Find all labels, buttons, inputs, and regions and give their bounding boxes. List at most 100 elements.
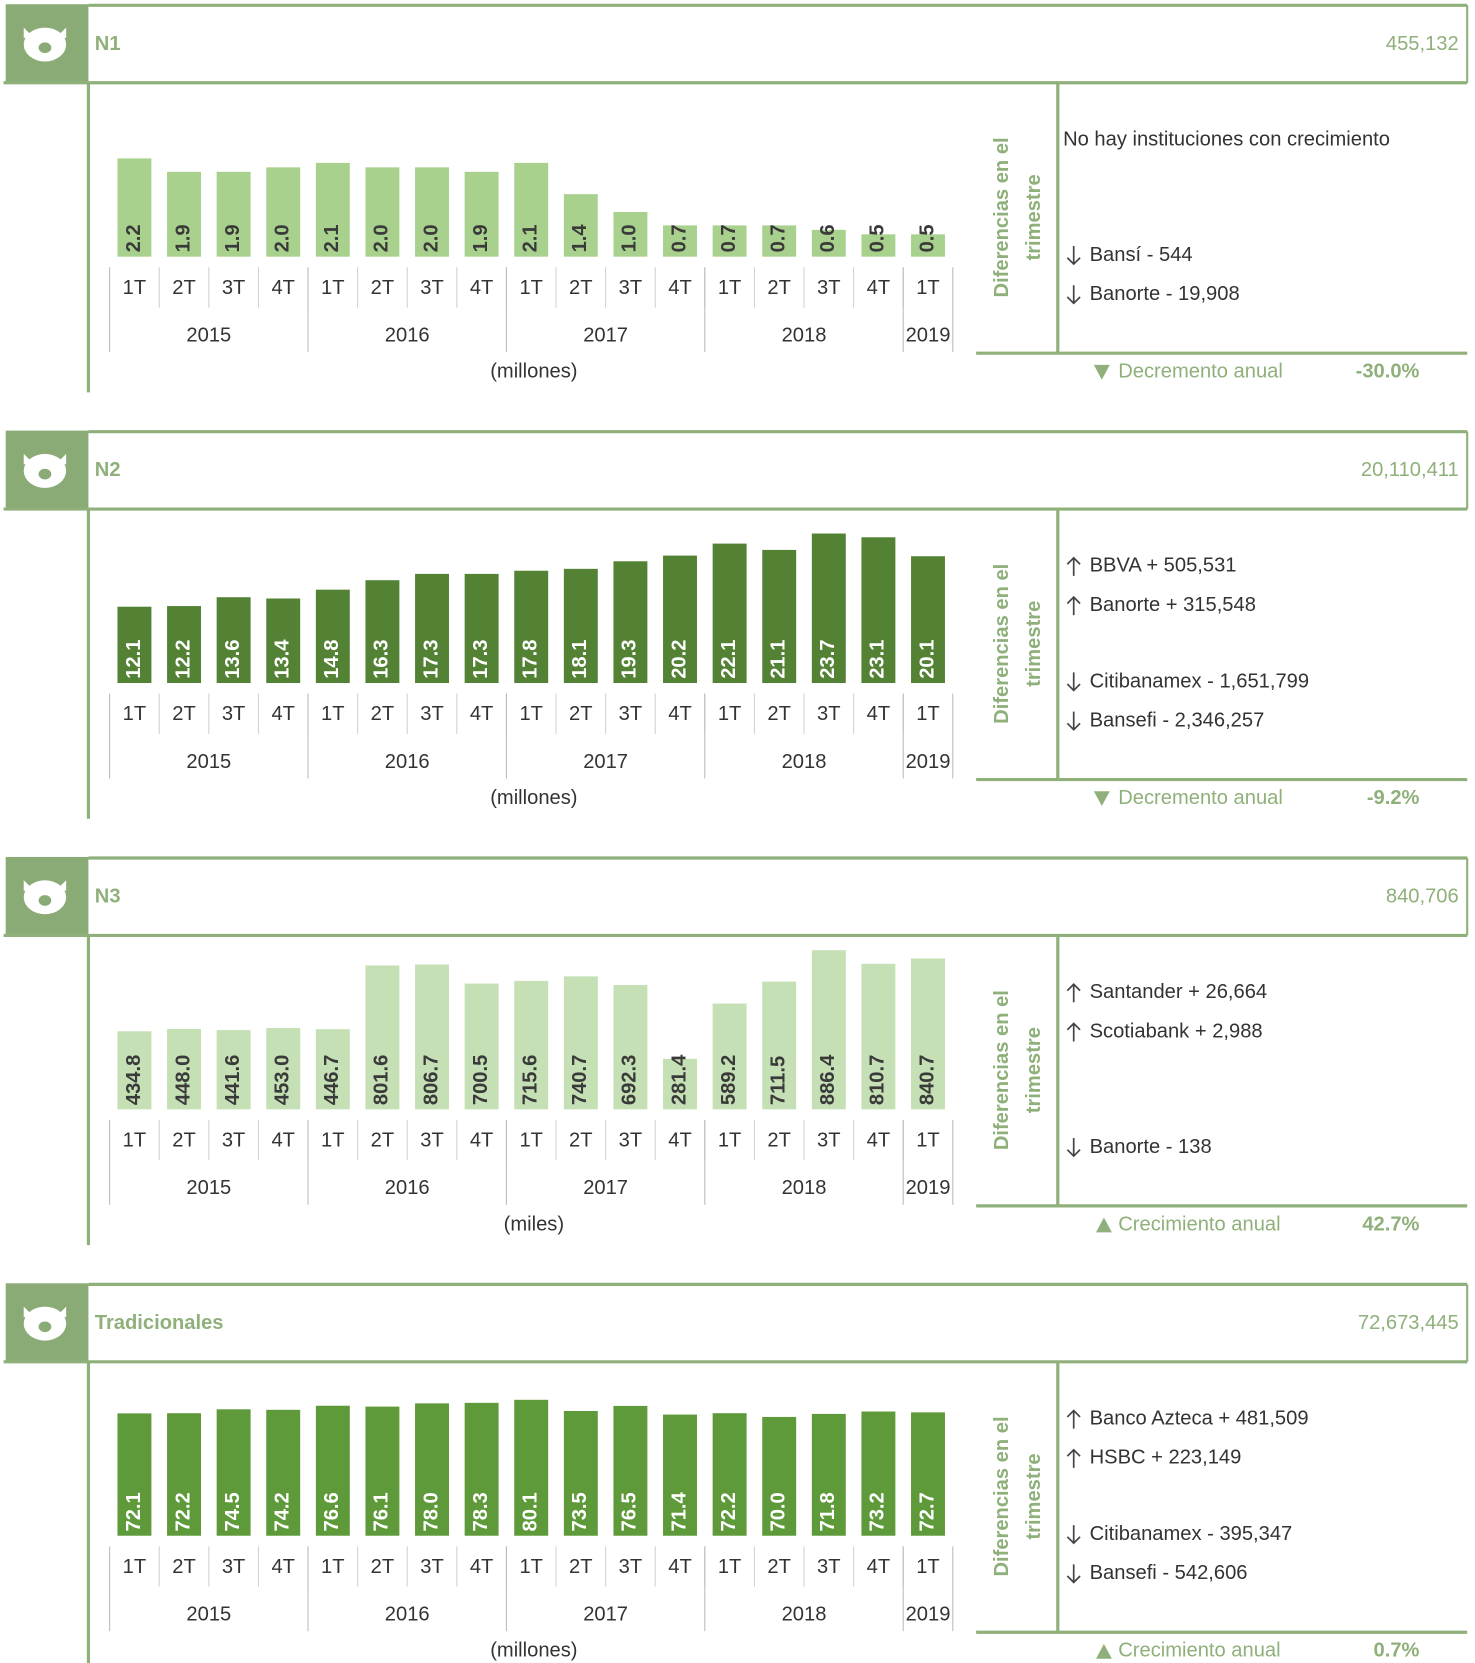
- panel: N3 840,706 434.8 1T 448.0 2T 441.6 3T 453.0 4T 446…: [3, 856, 1469, 1246]
- bar: [514, 162, 549, 257]
- x-tick-label: 2T: [569, 277, 593, 299]
- bar: [811, 950, 846, 1110]
- change-arrow: [1066, 1409, 1081, 1429]
- x-tick-label: 2T: [569, 1130, 593, 1152]
- change-arrow: [1066, 1448, 1081, 1468]
- year-label: 2019: [906, 751, 951, 773]
- bar: [861, 1411, 896, 1536]
- bar: [464, 573, 499, 684]
- bar: [167, 171, 201, 257]
- bar: [266, 167, 301, 257]
- change-arrow: [1066, 595, 1081, 616]
- x-tick-label: 3T: [619, 703, 643, 725]
- bar-value-label: 1.9: [172, 224, 194, 252]
- change-item: Bansefi - 2,346,257: [1090, 710, 1265, 732]
- year-label: 2016: [385, 1177, 430, 1199]
- bar: [415, 573, 449, 684]
- x-tick-label: 3T: [420, 277, 444, 299]
- x-tick-label: 1T: [123, 1130, 147, 1152]
- bar: [712, 225, 747, 257]
- bar: [712, 1413, 747, 1536]
- bar: [266, 598, 301, 684]
- bar-value-label: 2.1: [321, 224, 343, 252]
- bar-value-label: 70.0: [768, 1492, 790, 1531]
- side-label: Diferencias en el: [991, 564, 1013, 724]
- bar-value-label: 18.1: [569, 640, 591, 679]
- year-label: 2016: [385, 325, 430, 347]
- bar-value-label: 72.2: [718, 1492, 740, 1531]
- bar-value-label: 2.2: [123, 224, 145, 252]
- annual-value: 0.7%: [1374, 1640, 1420, 1662]
- bar-value-label: 0.7: [668, 224, 690, 252]
- x-tick-label: 4T: [470, 1556, 494, 1578]
- bar: [563, 568, 598, 684]
- bar: [911, 958, 945, 1110]
- bar-value-label: 13.6: [222, 640, 244, 679]
- bar-value-label: 14.8: [321, 640, 343, 679]
- bar: [811, 533, 846, 684]
- x-tick-label: 4T: [271, 703, 295, 725]
- change-item: Banorte + 315,548: [1090, 594, 1256, 616]
- bar: [861, 537, 896, 684]
- change-item: Citibanamex - 395,347: [1090, 1523, 1293, 1545]
- x-tick-label: 3T: [817, 1556, 841, 1578]
- annual-triangle: [1095, 1217, 1112, 1233]
- panel: N1 455,132 2.2 1T 1.9 2T 1.9 3T 2.0 4T 2.1 1T 2.0 2T 2…: [3, 3, 1469, 393]
- panel: Tradicionales 72,673,445 72.1 1T 72.2 2T 74.5 3…: [3, 1282, 1469, 1663]
- bar: [563, 194, 598, 257]
- x-tick-label: 1T: [519, 1556, 543, 1578]
- bar-value-label: 74.5: [222, 1492, 244, 1531]
- x-tick-label: 4T: [470, 703, 494, 725]
- bar: [365, 965, 400, 1110]
- bar-value-label: 73.5: [569, 1492, 591, 1531]
- x-tick-label: 1T: [916, 1130, 940, 1152]
- bar: [315, 1405, 350, 1536]
- x-tick-label: 2T: [767, 1130, 791, 1152]
- x-tick-label: 2T: [569, 1556, 593, 1578]
- bar: [365, 580, 400, 684]
- bar: [762, 1416, 797, 1536]
- x-tick-label: 3T: [420, 1130, 444, 1152]
- annual-value: -9.2%: [1367, 787, 1420, 809]
- change-arrow: [1066, 246, 1081, 266]
- bar-value-label: 23.7: [817, 640, 839, 679]
- change-arrow: [1066, 285, 1081, 305]
- bar: [315, 589, 350, 684]
- x-tick-label: 1T: [718, 277, 742, 299]
- pig-icon: [23, 1306, 67, 1341]
- change-item: Bansí - 544: [1090, 244, 1193, 266]
- x-tick-label: 2T: [172, 1130, 196, 1152]
- bar-value-label: 801.6: [371, 1055, 393, 1105]
- bar-value-label: 72.7: [916, 1492, 938, 1531]
- x-tick-label: 1T: [519, 277, 543, 299]
- bar-value-label: 20.2: [668, 640, 690, 679]
- year-label: 2019: [906, 1604, 951, 1626]
- side-label: Diferencias en el: [991, 990, 1013, 1150]
- x-tick-label: 4T: [668, 1556, 692, 1578]
- side-label: trimestre: [1023, 1453, 1045, 1539]
- year-label: 2017: [583, 325, 628, 347]
- year-label: 2018: [782, 1604, 827, 1626]
- x-tick-label: 4T: [867, 1556, 891, 1578]
- bar-value-label: 74.2: [272, 1492, 294, 1531]
- bar-value-label: 1.0: [619, 224, 641, 252]
- x-tick-label: 1T: [321, 703, 345, 725]
- change-item: Banco Azteca + 481,509: [1090, 1407, 1309, 1429]
- bar-value-label: 13.4: [272, 639, 294, 679]
- x-tick-label: 1T: [519, 1130, 543, 1152]
- bar: [811, 229, 846, 257]
- bar: [762, 225, 797, 257]
- bar-value-label: 23.1: [867, 640, 889, 679]
- bar: [266, 1409, 301, 1536]
- x-tick-label: 4T: [867, 277, 891, 299]
- bar-value-label: 446.7: [321, 1055, 343, 1105]
- x-tick-label: 1T: [916, 1556, 940, 1578]
- bar-value-label: 441.6: [222, 1055, 244, 1105]
- x-tick-label: 4T: [867, 1130, 891, 1152]
- x-tick-label: 1T: [123, 1556, 147, 1578]
- x-tick-label: 4T: [470, 1130, 494, 1152]
- panel-title: N3: [95, 886, 121, 908]
- annual-triangle: [1093, 791, 1110, 807]
- bar-value-label: 715.6: [520, 1055, 542, 1105]
- x-tick-label: 1T: [916, 277, 940, 299]
